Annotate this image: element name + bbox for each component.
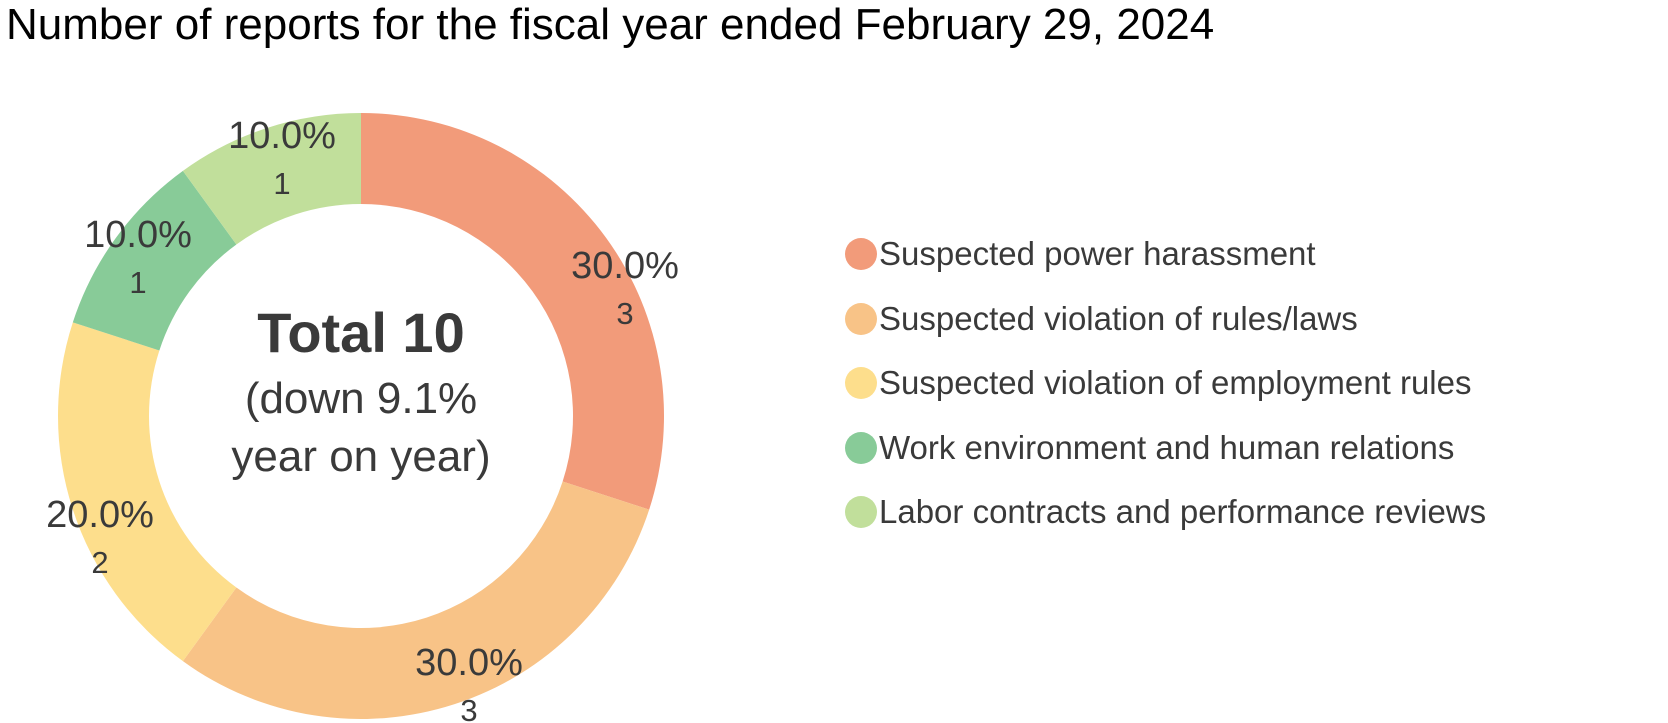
- slice-percent-label: 10.0%: [84, 214, 192, 256]
- slice-count-label: 3: [616, 296, 633, 331]
- legend-swatch: [845, 367, 877, 400]
- donut-chart-svg: 30.0%330.0%320.0%210.0%110.0%1 Total 10 …: [46, 113, 679, 723]
- legend-swatch: [845, 302, 877, 335]
- slice-percent-label: 10.0%: [228, 115, 336, 157]
- slice-percent-label: 20.0%: [46, 494, 154, 536]
- slice-percent-label: 30.0%: [415, 642, 523, 684]
- center-total-label: Total 10: [257, 301, 464, 364]
- slice-percent-label: 30.0%: [571, 245, 679, 287]
- donut-slice: [361, 113, 664, 510]
- legend-item: Suspected power harassment: [845, 222, 1486, 287]
- legend-item: Suspected violation of employment rules: [845, 351, 1486, 416]
- donut-slice: [182, 113, 361, 245]
- chart-title: Number of reports for the fiscal year en…: [6, 0, 1215, 49]
- legend: Suspected power harassment Suspected viol…: [845, 222, 1486, 545]
- legend-item: Labor contracts and performance reviews: [845, 480, 1486, 545]
- legend-item: Suspected violation of rules/laws: [845, 287, 1486, 352]
- slice-count-label: 1: [129, 265, 146, 300]
- donut-slice: [182, 481, 650, 719]
- donut-slice: [72, 170, 237, 351]
- legend-label: Labor contracts and performance reviews: [879, 493, 1487, 531]
- slice-count-label: 3: [460, 693, 477, 723]
- donut-slice: [57, 322, 237, 662]
- slice-labels-group: 30.0% 3 30.0% 3 20.0% 2 10.0% 1 10.0% 1: [46, 115, 679, 723]
- legend-label: Work environment and human relations: [879, 428, 1455, 466]
- legend-swatch: [845, 238, 877, 271]
- slice-count-label: 1: [273, 166, 290, 201]
- center-change-line2: year on year): [231, 432, 490, 481]
- legend-label: Suspected power harassment: [879, 235, 1316, 273]
- legend-label: Suspected violation of employment rules: [879, 364, 1472, 402]
- center-change-line1: (down 9.1%: [245, 374, 477, 423]
- legend-swatch: [845, 496, 877, 529]
- legend-swatch: [845, 431, 877, 464]
- legend-item: Work environment and human relations: [845, 416, 1486, 481]
- slices-group: [57, 113, 664, 719]
- donut-chart: 30.0% 3 30.0% 3 20.0% 2 10.0% 1 10.0% 1 Total 10 …: [0, 0, 760, 723]
- slice-count-label: 2: [91, 545, 108, 580]
- legend-label: Suspected violation of rules/laws: [879, 299, 1358, 337]
